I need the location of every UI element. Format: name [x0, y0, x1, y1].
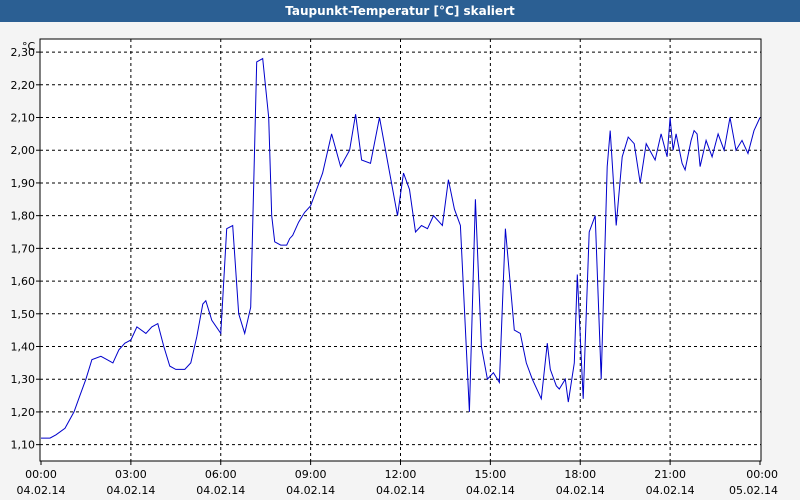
- y-tick-label: 2,10: [11, 112, 36, 125]
- y-tick-label: 1,20: [11, 406, 36, 419]
- y-tick-label: 1,60: [11, 275, 36, 288]
- x-tick-time: 15:00: [475, 468, 507, 481]
- y-tick-label: 2,20: [11, 79, 36, 92]
- y-tick-label: 1,50: [11, 308, 36, 321]
- y-tick-label: 1,40: [11, 341, 36, 354]
- x-tick-time: 18:00: [564, 468, 596, 481]
- y-tick-label: 1,10: [11, 439, 36, 452]
- x-tick-time: 09:00: [295, 468, 327, 481]
- y-tick-label: 2,00: [11, 144, 36, 157]
- y-axis-unit: °C: [22, 40, 36, 53]
- x-tick-date: 04.02.14: [376, 484, 425, 497]
- x-tick-time: 06:00: [205, 468, 237, 481]
- grid-lines: [40, 39, 761, 461]
- x-axis-ticks: 00:00 04.02.14 03:00 04.02.14 06:00 04.02.14 0…: [17, 461, 778, 497]
- x-tick-date: 05.02.14: [729, 484, 778, 497]
- x-tick-date: 04.02.14: [286, 484, 335, 497]
- series-line: [41, 57, 761, 439]
- x-tick-date: 04.02.14: [17, 484, 66, 497]
- x-tick-date: 04.02.14: [466, 484, 515, 497]
- y-tick-label: 2,30: [11, 46, 36, 59]
- x-tick-date: 04.02.14: [196, 484, 245, 497]
- x-tick-date: 04.02.14: [106, 484, 155, 497]
- y-tick-label: 1,30: [11, 373, 36, 386]
- x-tick-time: 03:00: [115, 468, 147, 481]
- window-title: Taupunkt-Temperatur [°C] skaliert: [0, 0, 800, 22]
- y-tick-label: 1,70: [11, 242, 36, 255]
- x-tick-time: 12:00: [385, 468, 417, 481]
- y-tick-label: 1,80: [11, 210, 36, 223]
- x-tick-time: 21:00: [654, 468, 686, 481]
- chart-svg: 1,10 1,20 1,30 1,40 1,50 1,60 1,70 1,80 1,90 2,00…: [11, 38, 778, 497]
- y-axis-ticks: 1,10 1,20 1,30 1,40 1,50 1,60 1,70 1,80 1,90 2,00…: [11, 46, 40, 452]
- x-tick-time: 00:00: [25, 468, 57, 481]
- x-tick-date: 04.02.14: [646, 484, 695, 497]
- x-tick-time: 00:00: [746, 468, 778, 481]
- x-tick-date: 04.02.14: [556, 484, 605, 497]
- y-tick-label: 1,90: [11, 177, 36, 190]
